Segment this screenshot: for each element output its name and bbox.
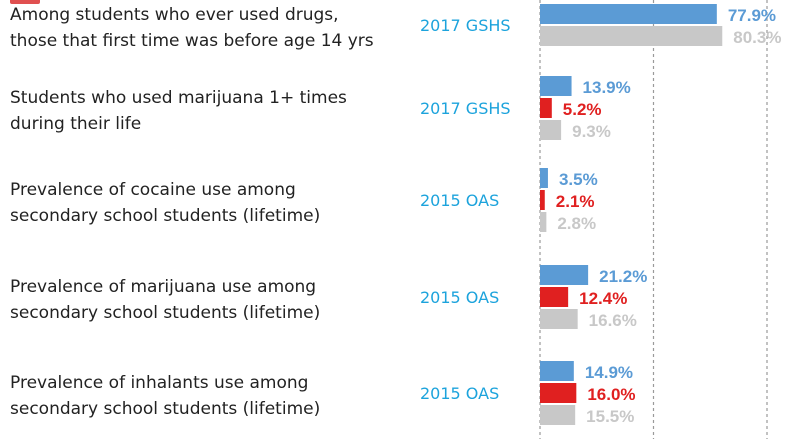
- bar-gray: [540, 120, 562, 140]
- bar-gray: [540, 26, 723, 46]
- bar-value-label: 14.9%: [585, 363, 633, 382]
- row-label-line: during their life: [10, 114, 141, 134]
- source-label: 2015 OAS: [420, 191, 499, 210]
- row-label-line: Students who used marijuana 1+ times: [10, 88, 347, 108]
- bar-red: [540, 190, 545, 210]
- row-label-line: Prevalence of marijuana use among: [10, 277, 316, 297]
- bar-value-label: 80.3%: [733, 28, 781, 47]
- row-label-line: secondary school students (lifetime): [10, 303, 320, 323]
- row-label-line: Prevalence of inhalants use among: [10, 373, 308, 393]
- row-label-line: secondary school students (lifetime): [10, 206, 320, 226]
- bar-value-label: 16.0%: [587, 385, 635, 404]
- gridlines: [539, 0, 768, 439]
- chart-row: Prevalence of marijuana use among seconda…: [10, 265, 647, 330]
- bar-gray: [540, 405, 576, 425]
- chart-row: Prevalence of inhalants use among seconda…: [10, 361, 636, 426]
- bar-value-label: 2.1%: [556, 192, 595, 211]
- bar-blue: [540, 265, 589, 285]
- chart-row: Prevalence of cocaine use among secondary…: [10, 168, 598, 233]
- bar-gray: [540, 309, 578, 329]
- corner-tab: [10, 0, 40, 4]
- bar-value-label: 15.5%: [586, 407, 634, 426]
- bar-value-label: 13.9%: [583, 78, 631, 97]
- bar-red: [540, 98, 552, 118]
- row-label-line: secondary school students (lifetime): [10, 399, 320, 419]
- source-label: 2017 GSHS: [420, 99, 511, 118]
- bar-blue: [540, 168, 548, 188]
- source-label: 2017 GSHS: [420, 16, 511, 35]
- bar-blue: [540, 4, 717, 24]
- bar-red: [540, 287, 569, 307]
- source-label: 2015 OAS: [420, 288, 499, 307]
- row-label-line: Prevalence of cocaine use among: [10, 180, 296, 200]
- row-label-line: those that first time was before age 14 …: [10, 31, 374, 51]
- bar-value-label: 3.5%: [559, 170, 598, 189]
- bar-blue: [540, 76, 572, 96]
- bar-value-label: 5.2%: [563, 100, 602, 119]
- chart-row: Among students who ever used drugs, those…: [10, 4, 781, 51]
- bar-gray: [540, 212, 547, 232]
- bar-value-label: 9.3%: [572, 122, 611, 141]
- bar-value-label: 21.2%: [599, 267, 647, 286]
- bar-blue: [540, 361, 574, 381]
- source-label: 2015 OAS: [420, 384, 499, 403]
- bar-red: [540, 383, 577, 403]
- row-label-line: Among students who ever used drugs,: [10, 5, 339, 25]
- chart-row: Students who used marijuana 1+ times duri…: [10, 76, 631, 141]
- chart-rows: Among students who ever used drugs, those…: [10, 4, 781, 426]
- bar-value-label: 12.4%: [579, 289, 627, 308]
- bar-value-label: 2.8%: [557, 214, 596, 233]
- bar-value-label: 77.9%: [728, 6, 776, 25]
- bar-value-label: 16.6%: [589, 311, 637, 330]
